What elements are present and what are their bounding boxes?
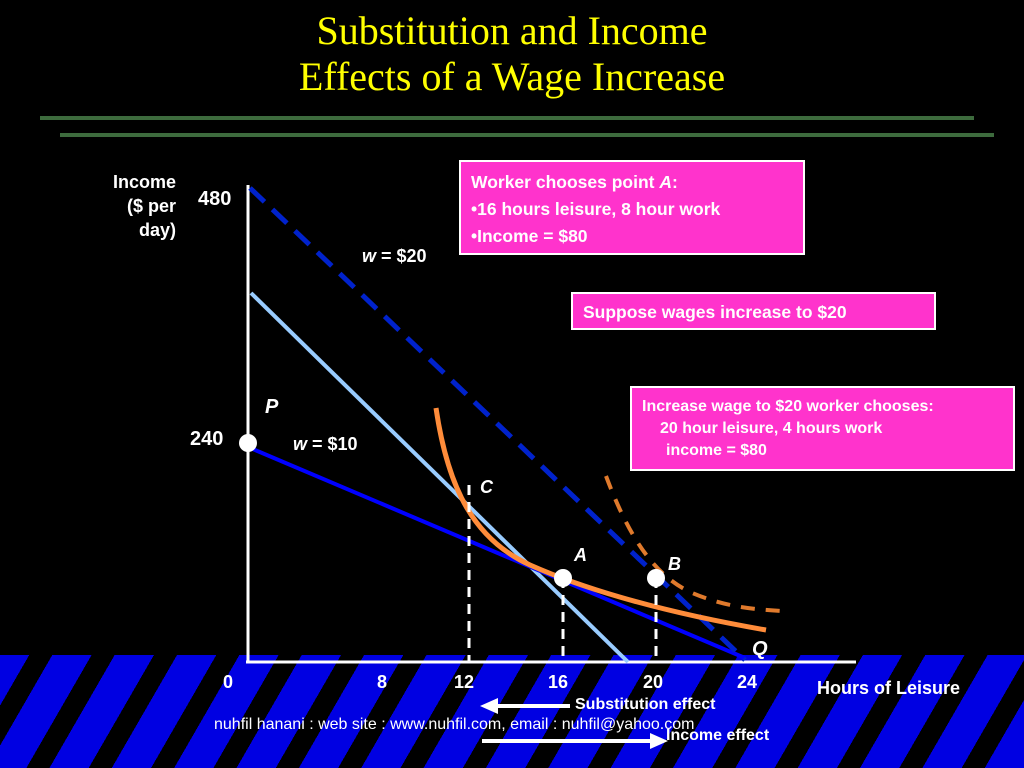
w10-value: = $10: [307, 434, 358, 454]
y-axis-label-line-1: Income: [112, 172, 176, 192]
compensated-budget-line: [249, 291, 630, 664]
substitution-effect-label: Substitution effect: [575, 696, 716, 713]
callout-point-A-line-2: •16 hours leisure, 8 hour work: [471, 199, 721, 219]
callout-point-B-line-1: Increase wage to $20 worker chooses:: [642, 398, 934, 415]
indifference-curve-2: [604, 475, 783, 613]
point-P-marker: [239, 434, 257, 452]
title-rule-bottom: [60, 133, 994, 137]
point-A-label: A: [574, 545, 587, 565]
substitution-arrow-head: [480, 698, 498, 714]
income-arrow-head: [650, 733, 668, 749]
point-A-marker: [554, 569, 572, 587]
indifference-curve-1: [433, 407, 767, 633]
decorative-stripes: [0, 655, 1024, 768]
budget-line-w10: [247, 445, 746, 660]
x-tick-20: 20: [643, 672, 664, 692]
callout-A-prefix: Worker chooses point: [471, 172, 660, 192]
point-B-label: B: [668, 554, 681, 574]
footer-credit: nuhfil hanani : web site : www.nuhfil.co…: [214, 716, 695, 733]
slide-title: Substitution and Income Effects of a Wag…: [0, 8, 1024, 100]
title-rule-top: [40, 116, 974, 120]
w10-line-label: w = $10: [293, 434, 358, 455]
point-P-label: P: [265, 396, 279, 418]
x-tick-0: 0: [223, 672, 234, 692]
w20-value: = $20: [376, 246, 427, 266]
w20-symbol: w: [362, 246, 377, 266]
point-B-marker: [647, 569, 665, 587]
callout-point-A-line-1: Worker chooses point A:: [471, 169, 793, 196]
callout-point-B-line-3: income = $80: [666, 442, 767, 459]
point-C-label: C: [480, 477, 493, 497]
callout-A-suffix: :: [671, 172, 678, 192]
point-Q-label: Q: [752, 638, 768, 660]
y-tick-480: 480: [198, 188, 232, 210]
title-line-1: Substitution and Income: [316, 8, 708, 53]
x-tick-12: 12: [454, 672, 475, 692]
x-tick-16: 16: [548, 672, 569, 692]
w10-symbol: w: [293, 434, 308, 454]
callout-point-B: Increase wage to $20 worker chooses: 20 …: [630, 386, 1015, 471]
w20-line-label: w = $20: [362, 246, 427, 267]
y-axis-label-line-3: day): [138, 220, 176, 240]
y-axis-label-line-2: ($ per: [126, 196, 176, 216]
income-effect-label: Income effect: [666, 727, 770, 744]
callout-point-B-line-2: 20 hour leisure, 4 hours work: [660, 420, 883, 437]
x-axis-label: Hours of Leisure: [817, 678, 961, 698]
callout-wage-increase: Suppose wages increase to $20: [571, 292, 936, 330]
callout-point-A: Worker chooses point A: •16 hours leisur…: [459, 160, 805, 255]
callout-A-italic: A: [659, 172, 672, 192]
y-tick-240: 240: [190, 428, 224, 450]
callout-point-A-line-3: •Income = $80: [471, 226, 588, 246]
title-line-2: Effects of a Wage Increase: [298, 54, 726, 99]
y-axis-label: Income ($ per day): [86, 170, 176, 242]
x-tick-8: 8: [377, 672, 388, 692]
x-tick-24: 24: [737, 672, 758, 692]
